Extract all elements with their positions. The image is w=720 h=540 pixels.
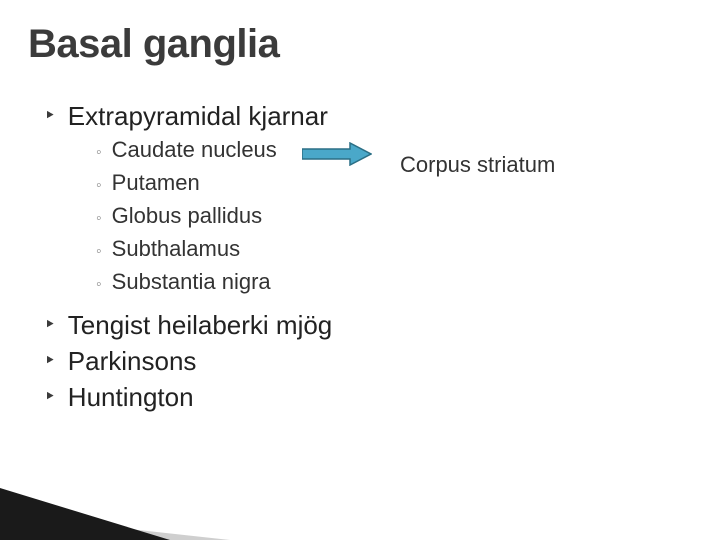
main-item-text: Huntington: [68, 381, 194, 413]
main-item: ‣ Huntington: [44, 381, 332, 413]
main-item-text: Tengist heilaberki mjög: [68, 309, 332, 341]
bullet-main-icon: ‣: [44, 100, 56, 132]
bullet-main-icon: ‣: [44, 345, 56, 377]
bullet-sub-icon: ◦: [96, 139, 102, 167]
sub-item: ◦ Subthalamus: [96, 235, 332, 266]
sub-item-text: Putamen: [112, 169, 200, 197]
sub-item: ◦ Putamen: [96, 169, 332, 200]
sub-item-text: Substantia nigra: [112, 268, 271, 296]
sub-list: ◦ Caudate nucleus ◦ Putamen ◦ Globus pal…: [96, 136, 332, 299]
sub-item: ◦ Substantia nigra: [96, 268, 332, 299]
main-item: ‣ Extrapyramidal kjarnar: [44, 100, 332, 132]
bullet-sub-icon: ◦: [96, 238, 102, 266]
annotation-label: Corpus striatum: [400, 152, 555, 178]
content-block: ‣ Extrapyramidal kjarnar ◦ Caudate nucle…: [44, 100, 332, 417]
sub-item-text: Globus pallidus: [112, 202, 262, 230]
main-item: ‣ Tengist heilaberki mjög: [44, 309, 332, 341]
main-item-text: Parkinsons: [68, 345, 197, 377]
bullet-main-icon: ‣: [44, 309, 56, 341]
main-item-text: Extrapyramidal kjarnar: [68, 100, 328, 132]
bullet-sub-icon: ◦: [96, 205, 102, 233]
bullet-sub-icon: ◦: [96, 271, 102, 299]
main-item: ‣ Parkinsons: [44, 345, 332, 377]
sub-item-text: Caudate nucleus: [112, 136, 277, 164]
arrow-shape: [302, 143, 371, 165]
bullet-main-icon: ‣: [44, 381, 56, 413]
sub-item: ◦ Globus pallidus: [96, 202, 332, 233]
sub-item-text: Subthalamus: [112, 235, 240, 263]
wedge-dark: [0, 488, 170, 540]
decorative-wedge: [0, 460, 300, 540]
sub-item: ◦ Caudate nucleus: [96, 136, 332, 167]
arrow-icon: [302, 142, 372, 166]
slide-title: Basal ganglia: [28, 22, 279, 67]
bullet-sub-icon: ◦: [96, 172, 102, 200]
